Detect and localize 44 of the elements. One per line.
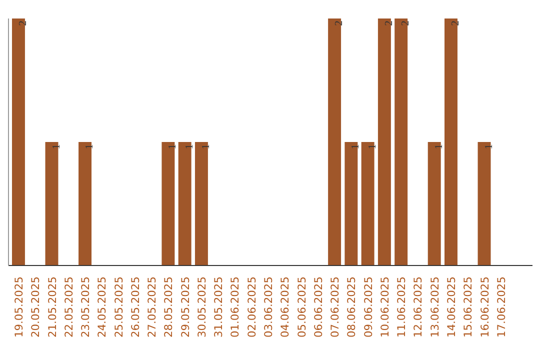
data-label: 1 xyxy=(434,144,445,150)
x-tick-label: 23.05.2025 xyxy=(79,276,92,338)
data-label: 1 xyxy=(350,144,362,150)
data-label: 1 xyxy=(200,144,212,150)
data-label: 2 xyxy=(334,20,346,26)
x-tick-label: 02.06.2025 xyxy=(245,276,258,338)
x-tick-label: 14.06.2025 xyxy=(444,276,458,338)
x-tick-label: 13.06.2025 xyxy=(428,276,442,338)
data-label: 2 xyxy=(18,20,29,26)
data-label: 2 xyxy=(384,20,395,26)
x-tick-label: 01.06.2025 xyxy=(228,276,242,338)
x-tick-label: 07.06.2025 xyxy=(328,276,342,338)
x-tick-label: 31.05.2025 xyxy=(212,276,226,338)
data-label: 1 xyxy=(367,144,378,150)
x-tick-label: 25.05.2025 xyxy=(112,276,126,338)
x-tick-label: 05.06.2025 xyxy=(295,276,308,338)
x-tick-label: 26.05.2025 xyxy=(128,276,142,338)
x-tick-label: 21.05.2025 xyxy=(46,276,59,338)
x-tick-label: 11.06.2025 xyxy=(395,276,408,338)
x-tick-label: 27.05.2025 xyxy=(146,276,159,338)
data-label: 1 xyxy=(51,144,62,150)
x-tick-label: 24.05.2025 xyxy=(96,276,109,338)
x-tick-label: 29.05.2025 xyxy=(178,276,192,338)
x-tick-label: 08.06.2025 xyxy=(345,276,358,338)
x-tick-label: 04.06.2025 xyxy=(278,276,292,338)
x-tick-label: 06.06.2025 xyxy=(312,276,325,338)
x-tick-label: 09.06.2025 xyxy=(362,276,375,338)
data-label: 2 xyxy=(450,20,462,26)
x-tick-label: 22.05.2025 xyxy=(62,276,76,338)
x-tick-label: 19.05.2025 xyxy=(12,276,26,338)
x-tick-label: 16.06.2025 xyxy=(478,276,492,338)
x-tick-label: 10.06.2025 xyxy=(378,276,392,338)
x-tick-label: 03.06.2025 xyxy=(262,276,276,338)
x-tick-label: 20.05.2025 xyxy=(29,276,42,338)
data-label: 2 xyxy=(400,20,412,26)
x-tick-label: 30.05.2025 xyxy=(195,276,208,338)
x-tick-label: 12.06.2025 xyxy=(412,276,425,338)
data-label: 1 xyxy=(84,144,96,150)
x-tick-label: 17.06.2025 xyxy=(494,276,508,338)
data-label: 1 xyxy=(484,144,495,150)
data-label: 1 xyxy=(168,144,179,150)
x-tick-label: 15.06.2025 xyxy=(462,276,475,338)
x-tick-label: 28.05.2025 xyxy=(162,276,176,338)
data-label: 1 xyxy=(184,144,196,150)
